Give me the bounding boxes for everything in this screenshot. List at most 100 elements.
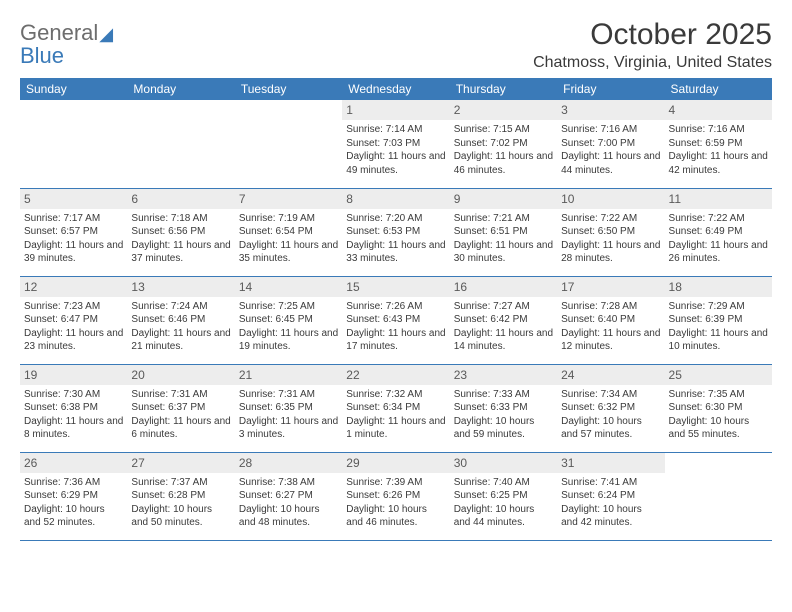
calendar-day-cell: 1Sunrise: 7:14 AMSunset: 7:03 PMDaylight… bbox=[342, 100, 449, 188]
day-info: Sunrise: 7:36 AMSunset: 6:29 PMDaylight:… bbox=[24, 476, 123, 530]
day-info: Sunrise: 7:29 AMSunset: 6:39 PMDaylight:… bbox=[669, 300, 768, 354]
logo-text-blue: Blue bbox=[20, 43, 64, 68]
day-info: Sunrise: 7:35 AMSunset: 6:30 PMDaylight:… bbox=[669, 388, 768, 442]
col-monday: Monday bbox=[127, 78, 234, 100]
day-info: Sunrise: 7:40 AMSunset: 6:25 PMDaylight:… bbox=[454, 476, 553, 530]
col-tuesday: Tuesday bbox=[235, 78, 342, 100]
calendar-day-cell: 7Sunrise: 7:19 AMSunset: 6:54 PMDaylight… bbox=[235, 188, 342, 276]
calendar-day-cell: 5 Sunrise: 7:17 AMSunset: 6:57 PMDaylight… bbox=[20, 188, 127, 276]
day-number: 21 bbox=[235, 365, 342, 385]
day-number: 2 bbox=[450, 100, 557, 120]
day-number: 11 bbox=[665, 189, 772, 209]
day-info: Sunrise: 7:22 AMSunset: 6:49 PMDaylight:… bbox=[669, 212, 768, 266]
day-number: 25 bbox=[665, 365, 772, 385]
calendar-week-row: 12 Sunrise: 7:23 AMSunset: 6:47 PMDayligh… bbox=[20, 276, 772, 364]
calendar-day-cell: 3Sunrise: 7:16 AMSunset: 7:00 PMDaylight… bbox=[557, 100, 664, 188]
calendar-day-cell: 28 Sunrise: 7:38 AMSunset: 6:27 PMDayligh… bbox=[235, 452, 342, 540]
day-number: 8 bbox=[342, 189, 449, 209]
day-info: Sunrise: 7:34 AMSunset: 6:32 PMDaylight:… bbox=[561, 388, 660, 442]
day-info: Sunrise: 7:19 AMSunset: 6:54 PMDaylight:… bbox=[239, 212, 338, 266]
day-info: Sunrise: 7:15 AMSunset: 7:02 PMDaylight:… bbox=[454, 123, 553, 177]
day-number: 4 bbox=[665, 100, 772, 120]
calendar-day-cell: 23Sunrise: 7:33 AMSunset: 6:33 PMDayligh… bbox=[450, 364, 557, 452]
calendar-day-cell: 14 Sunrise: 7:25 AMSunset: 6:45 PMDayligh… bbox=[235, 276, 342, 364]
calendar-day-cell: 18 Sunrise: 7:29 AMSunset: 6:39 PMDayligh… bbox=[665, 276, 772, 364]
day-info: Sunrise: 7:14 AMSunset: 7:03 PMDaylight:… bbox=[346, 123, 445, 177]
location: Chatmoss, Virginia, United States bbox=[533, 54, 772, 72]
day-info: Sunrise: 7:32 AMSunset: 6:34 PMDaylight:… bbox=[346, 388, 445, 442]
day-number: 12 bbox=[20, 277, 127, 297]
calendar-day-cell bbox=[20, 100, 127, 188]
day-number: 28 bbox=[235, 453, 342, 473]
calendar-day-cell: 4 Sunrise: 7:16 AMSunset: 6:59 PMDaylight… bbox=[665, 100, 772, 188]
day-number: 9 bbox=[450, 189, 557, 209]
day-info: Sunrise: 7:24 AMSunset: 6:46 PMDaylight:… bbox=[131, 300, 230, 354]
calendar-day-cell: 11 Sunrise: 7:22 AMSunset: 6:49 PMDayligh… bbox=[665, 188, 772, 276]
day-number: 17 bbox=[557, 277, 664, 297]
day-info: Sunrise: 7:39 AMSunset: 6:26 PMDaylight:… bbox=[346, 476, 445, 530]
day-number: 19 bbox=[20, 365, 127, 385]
calendar-day-cell: 9 Sunrise: 7:21 AMSunset: 6:51 PMDaylight… bbox=[450, 188, 557, 276]
col-friday: Friday bbox=[557, 78, 664, 100]
calendar-day-cell: 15 Sunrise: 7:26 AMSunset: 6:43 PMDayligh… bbox=[342, 276, 449, 364]
day-number: 14 bbox=[235, 277, 342, 297]
calendar-day-cell bbox=[127, 100, 234, 188]
logo: General◢ Blue bbox=[20, 18, 113, 68]
day-number: 13 bbox=[127, 277, 234, 297]
calendar-day-cell bbox=[665, 452, 772, 540]
calendar-day-cell: 25 Sunrise: 7:35 AMSunset: 6:30 PMDayligh… bbox=[665, 364, 772, 452]
calendar-day-cell: 31 Sunrise: 7:41 AMSunset: 6:24 PMDayligh… bbox=[557, 452, 664, 540]
day-number: 27 bbox=[127, 453, 234, 473]
calendar-week-row: 26 Sunrise: 7:36 AMSunset: 6:29 PMDayligh… bbox=[20, 452, 772, 540]
calendar-day-cell: 29 Sunrise: 7:39 AMSunset: 6:26 PMDayligh… bbox=[342, 452, 449, 540]
calendar-day-cell: 8 Sunrise: 7:20 AMSunset: 6:53 PMDaylight… bbox=[342, 188, 449, 276]
day-info: Sunrise: 7:28 AMSunset: 6:40 PMDaylight:… bbox=[561, 300, 660, 354]
day-info: Sunrise: 7:16 AMSunset: 7:00 PMDaylight:… bbox=[561, 123, 660, 177]
calendar-week-row: 19 Sunrise: 7:30 AMSunset: 6:38 PMDayligh… bbox=[20, 364, 772, 452]
day-number: 6 bbox=[127, 189, 234, 209]
day-info: Sunrise: 7:41 AMSunset: 6:24 PMDaylight:… bbox=[561, 476, 660, 530]
col-thursday: Thursday bbox=[450, 78, 557, 100]
day-info: Sunrise: 7:23 AMSunset: 6:47 PMDaylight:… bbox=[24, 300, 123, 354]
calendar-day-cell: 12 Sunrise: 7:23 AMSunset: 6:47 PMDayligh… bbox=[20, 276, 127, 364]
col-saturday: Saturday bbox=[665, 78, 772, 100]
day-info: Sunrise: 7:38 AMSunset: 6:27 PMDaylight:… bbox=[239, 476, 338, 530]
logo-sail-icon: ◢ bbox=[99, 24, 113, 44]
calendar-day-cell: 26 Sunrise: 7:36 AMSunset: 6:29 PMDayligh… bbox=[20, 452, 127, 540]
day-number: 26 bbox=[20, 453, 127, 473]
calendar-day-cell: 17 Sunrise: 7:28 AMSunset: 6:40 PMDayligh… bbox=[557, 276, 664, 364]
day-number: 30 bbox=[450, 453, 557, 473]
day-info: Sunrise: 7:25 AMSunset: 6:45 PMDaylight:… bbox=[239, 300, 338, 354]
day-info: Sunrise: 7:26 AMSunset: 6:43 PMDaylight:… bbox=[346, 300, 445, 354]
day-number: 15 bbox=[342, 277, 449, 297]
calendar-day-cell: 24 Sunrise: 7:34 AMSunset: 6:32 PMDayligh… bbox=[557, 364, 664, 452]
calendar-day-cell: 16Sunrise: 7:27 AMSunset: 6:42 PMDayligh… bbox=[450, 276, 557, 364]
day-info: Sunrise: 7:31 AMSunset: 6:37 PMDaylight:… bbox=[131, 388, 230, 442]
calendar-day-cell: 2 Sunrise: 7:15 AMSunset: 7:02 PMDaylight… bbox=[450, 100, 557, 188]
calendar-day-cell: 6 Sunrise: 7:18 AMSunset: 6:56 PMDaylight… bbox=[127, 188, 234, 276]
day-number: 18 bbox=[665, 277, 772, 297]
col-wednesday: Wednesday bbox=[342, 78, 449, 100]
day-number: 5 bbox=[20, 189, 127, 209]
day-info: Sunrise: 7:20 AMSunset: 6:53 PMDaylight:… bbox=[346, 212, 445, 266]
day-info: Sunrise: 7:17 AMSunset: 6:57 PMDaylight:… bbox=[24, 212, 123, 266]
day-number: 29 bbox=[342, 453, 449, 473]
day-number: 24 bbox=[557, 365, 664, 385]
weekday-header-row: Sunday Monday Tuesday Wednesday Thursday… bbox=[20, 78, 772, 100]
calendar-day-cell: 13 Sunrise: 7:24 AMSunset: 6:46 PMDayligh… bbox=[127, 276, 234, 364]
month-title: October 2025 bbox=[533, 18, 772, 52]
day-info: Sunrise: 7:16 AMSunset: 6:59 PMDaylight:… bbox=[669, 123, 768, 177]
day-number: 16 bbox=[450, 277, 557, 297]
calendar-week-row: 5 Sunrise: 7:17 AMSunset: 6:57 PMDaylight… bbox=[20, 188, 772, 276]
calendar-day-cell: 30 Sunrise: 7:40 AMSunset: 6:25 PMDayligh… bbox=[450, 452, 557, 540]
day-info: Sunrise: 7:30 AMSunset: 6:38 PMDaylight:… bbox=[24, 388, 123, 442]
calendar-day-cell: 27Sunrise: 7:37 AMSunset: 6:28 PMDayligh… bbox=[127, 452, 234, 540]
day-number: 31 bbox=[557, 453, 664, 473]
calendar-day-cell bbox=[235, 100, 342, 188]
day-info: Sunrise: 7:21 AMSunset: 6:51 PMDaylight:… bbox=[454, 212, 553, 266]
day-info: Sunrise: 7:31 AMSunset: 6:35 PMDaylight:… bbox=[239, 388, 338, 442]
col-sunday: Sunday bbox=[20, 78, 127, 100]
calendar-day-cell: 20Sunrise: 7:31 AMSunset: 6:37 PMDayligh… bbox=[127, 364, 234, 452]
title-block: October 2025 Chatmoss, Virginia, United … bbox=[533, 18, 772, 72]
day-info: Sunrise: 7:18 AMSunset: 6:56 PMDaylight:… bbox=[131, 212, 230, 266]
